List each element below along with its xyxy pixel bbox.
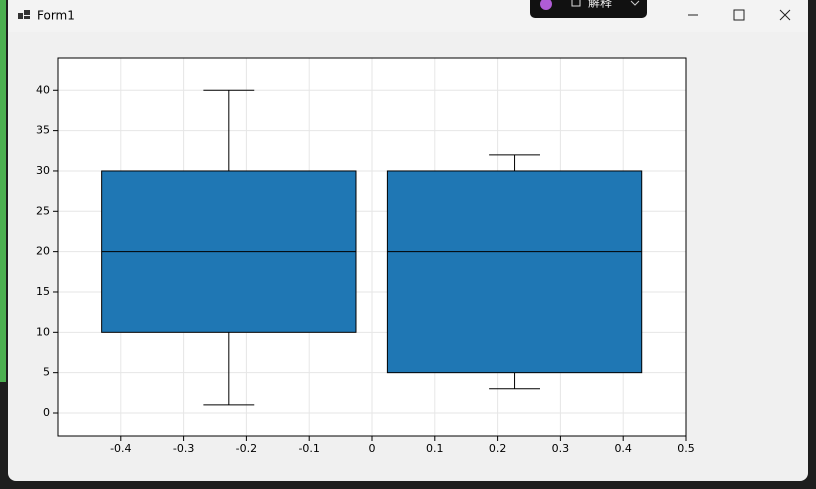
x-tick-label: -0.4 [110, 442, 131, 455]
overlay-label[interactable]: 解释 [588, 0, 612, 10]
overlay-toolbar[interactable] [530, 0, 647, 18]
title-bar [8, 0, 808, 32]
y-tick-label: 20 [36, 245, 50, 258]
x-tick-label: -0.3 [173, 442, 194, 455]
close-button[interactable] [779, 9, 791, 21]
x-tick-label: 0.1 [426, 442, 444, 455]
x-tick-label: -0.1 [298, 442, 319, 455]
x-tick-label: 0.4 [614, 442, 632, 455]
overlay-chevron[interactable] [630, 0, 640, 6]
x-tick-label: -0.2 [236, 442, 257, 455]
window-title: Form1 [37, 9, 75, 23]
plot: 0 5 10 15 20 25 30 35 40 -0.4 -0.3 -0.2 -0.1 0 0.1 0.2 0… [36, 58, 695, 455]
app-icon [18, 10, 30, 19]
x-tick-label: 0.3 [552, 442, 570, 455]
y-tick-label: 40 [36, 83, 50, 96]
overlay-icon[interactable] [540, 0, 552, 10]
y-tick-label: 15 [36, 285, 50, 298]
maximize-button[interactable] [733, 9, 745, 21]
y-tick-label: 10 [36, 325, 50, 338]
plot-frame [57, 57, 687, 437]
y-tick-label: 5 [43, 366, 50, 379]
overlay-doc-icon [571, 0, 581, 7]
x-tick-label: 0.2 [489, 442, 507, 455]
y-tick-label: 35 [36, 124, 50, 137]
y-tick-label: 25 [36, 204, 50, 217]
box [386, 170, 643, 374]
side-strip [0, 0, 6, 382]
y-tick-label: 30 [36, 164, 50, 177]
y-tick-label: 0 [43, 406, 50, 419]
x-tick-label: 0.5 [677, 442, 695, 455]
x-tick-label: 0 [369, 442, 376, 455]
